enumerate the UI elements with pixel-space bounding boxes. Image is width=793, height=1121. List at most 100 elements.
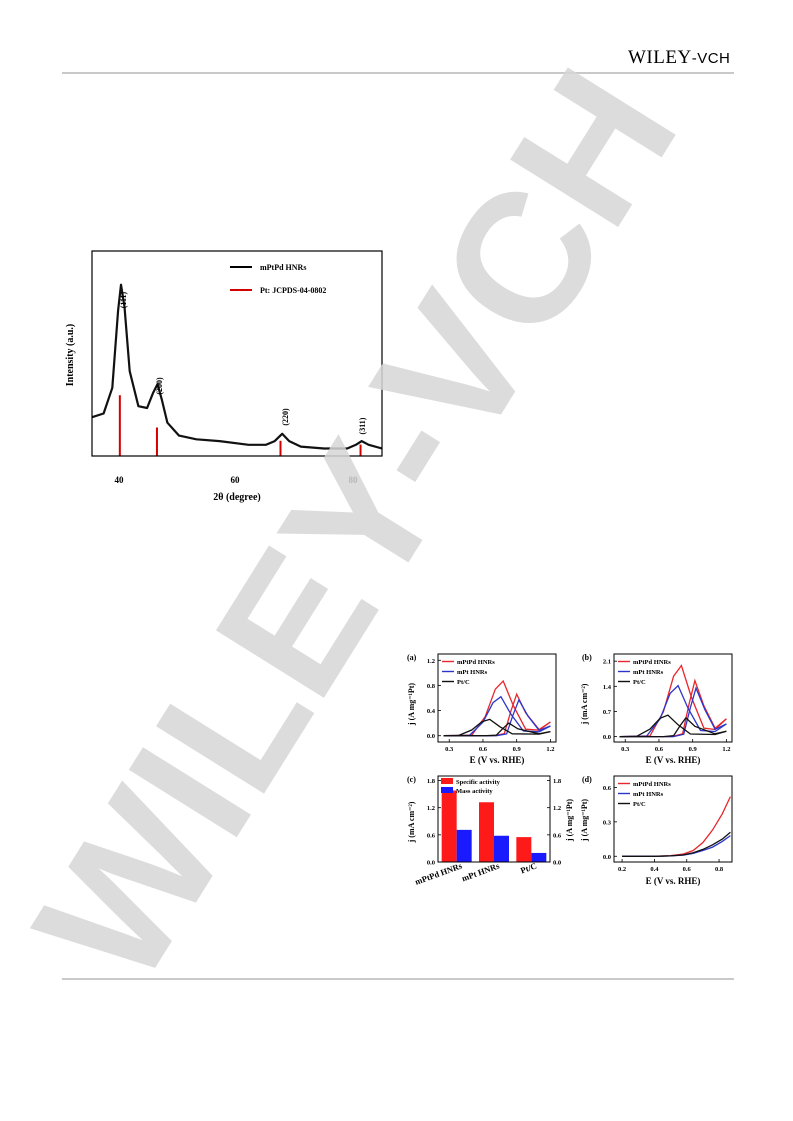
xrd-figure: mPtPd HNRs Pt: JCPDS-04-0802 40 60 80 2θ… — [65, 250, 383, 503]
legend-label: Pt/C — [457, 679, 470, 686]
panel-b-xlabel: E (V vs. RHE) — [646, 755, 701, 765]
xrd-ylabel: Intensity (a.u.) — [65, 324, 76, 387]
xrd-legend-reference: Pt: JCPDS-04-0802 — [260, 286, 326, 295]
xtick-label: 1.2 — [546, 746, 554, 753]
xrd-frame — [91, 250, 383, 457]
bar-mass-activity — [456, 829, 472, 862]
panel-b-label: (b) — [582, 653, 592, 662]
category-label: mPt HNRs — [460, 860, 501, 883]
category-label: mPtPd HNRs — [414, 860, 464, 887]
xtick-label: 1.2 — [722, 746, 730, 753]
xtick-label: 0.9 — [689, 746, 698, 753]
panel-c-frame — [437, 775, 551, 863]
xrd-peak-311: (311) — [358, 417, 367, 434]
ytick-label-right: 0.6 — [553, 832, 562, 839]
panel-d-xlabel: E (V vs. RHE) — [646, 876, 701, 886]
panel-d-ylabel: j (A mg⁻¹Pt) — [580, 799, 589, 843]
ytick-label: 0.0 — [427, 733, 435, 740]
category-label: Pt/C — [519, 860, 538, 875]
legend-label: mPtPd HNRs — [633, 659, 671, 666]
xrd-plot-area — [91, 283, 383, 456]
panel-c-ylabel-left: j (mA cm⁻²) — [407, 801, 416, 843]
ytick-label-left: 0.6 — [427, 832, 436, 839]
panel-a-label: (a) — [407, 653, 417, 662]
ytick-label-left: 0.0 — [427, 860, 435, 867]
cv-backward-curve — [443, 698, 551, 737]
legend-label: mPt HNRs — [633, 669, 664, 676]
xtick-label: 0.6 — [683, 866, 692, 873]
bar-mass-activity — [531, 852, 547, 862]
cv-forward-curve — [443, 695, 551, 737]
legend-label: mPtPd HNRs — [633, 781, 671, 788]
panel-a-ylabel: j (A mg⁻¹Pt) — [407, 683, 416, 727]
lsv-curve — [622, 835, 731, 857]
legend-swatch — [441, 778, 453, 784]
xtick-label: 0.3 — [445, 746, 454, 753]
xrd-peak-220: (220) — [281, 408, 290, 426]
cv-backward-curve — [619, 678, 727, 738]
ytick-label-left: 1.2 — [427, 805, 435, 812]
ytick-label: 0.6 — [603, 785, 612, 792]
cv-backward-curve — [619, 686, 727, 738]
legend-label: Specific activity — [456, 779, 501, 786]
xtick-label: 0.2 — [618, 866, 626, 873]
panel-a-frame — [437, 653, 557, 743]
footer-rule — [62, 978, 734, 980]
panel-c-label: (c) — [407, 775, 416, 784]
xrd-pattern-line — [91, 283, 383, 450]
panel-b-ylabel: j (mA cm⁻²) — [580, 683, 589, 725]
ytick-label-left: 1.8 — [427, 778, 436, 785]
xtick-label: 0.6 — [655, 746, 664, 753]
xrd-peak-111: (111) — [119, 291, 128, 308]
bar-specific-activity — [479, 802, 494, 862]
ytick-label: 1.2 — [427, 658, 435, 665]
xrd-legend-sample: mPtPd HNRs — [260, 263, 306, 272]
legend-label: Mass activity — [456, 788, 493, 795]
xrd-xtick-40: 40 — [115, 475, 125, 485]
legend-label: Pt/C — [633, 801, 646, 808]
bar-mass-activity — [494, 835, 509, 862]
bar-specific-activity — [441, 790, 457, 862]
panel-b-frame — [613, 653, 733, 743]
legend-label: mPtPd HNRs — [457, 659, 495, 666]
lsv-curve — [622, 831, 731, 857]
ytick-label: 1.4 — [603, 684, 612, 691]
cv-forward-curve — [443, 718, 551, 737]
ytick-label: 0.7 — [603, 709, 612, 716]
ytick-label: 0.4 — [427, 708, 436, 715]
header-rule — [62, 72, 734, 74]
panel-c: (c) Specific activity Mass activity 0.0 0.… — [407, 775, 574, 887]
cv-backward-curve — [443, 722, 551, 737]
legend-label: mPt HNRs — [633, 791, 664, 798]
cv-forward-curve — [619, 684, 727, 738]
legend-label: Pt/C — [633, 679, 646, 686]
panel-d-frame — [613, 775, 733, 863]
legend-label: mPt HNRs — [457, 669, 488, 676]
xrd-xlabel: 2θ (degree) — [213, 492, 261, 503]
bar-specific-activity — [516, 837, 532, 862]
xtick-label: 0.6 — [479, 746, 488, 753]
panel-c-ylabel-right: j (A mg⁻¹Pt) — [565, 799, 574, 843]
ytick-label-right: 1.2 — [553, 805, 561, 812]
xrd-xtick-60: 60 — [231, 475, 241, 485]
xrd-peak-200: (200) — [155, 377, 164, 395]
ytick-label: 0.8 — [427, 683, 436, 690]
legend-swatch — [441, 787, 453, 793]
publisher-suffix: -VCH — [691, 50, 731, 67]
cv-forward-curve — [619, 714, 727, 738]
cv-forward-curve — [443, 679, 551, 737]
panel-d: (d) mPtPd HNRs mPt HNRs Pt/C 0.0 0.3 0.6 0.2… — [580, 775, 733, 886]
cv-forward-curve — [619, 664, 727, 738]
xtick-label: 0.4 — [650, 866, 659, 873]
xtick-label: 0.3 — [621, 746, 630, 753]
panel-d-label: (d) — [582, 775, 592, 784]
ytick-label: 2.1 — [603, 659, 611, 666]
xtick-label: 0.9 — [513, 746, 522, 753]
xtick-label: 0.8 — [715, 866, 724, 873]
cv-backward-curve — [619, 716, 727, 738]
ytick-label-right: 0.0 — [553, 860, 561, 867]
ytick-label-right: 1.8 — [553, 778, 562, 785]
